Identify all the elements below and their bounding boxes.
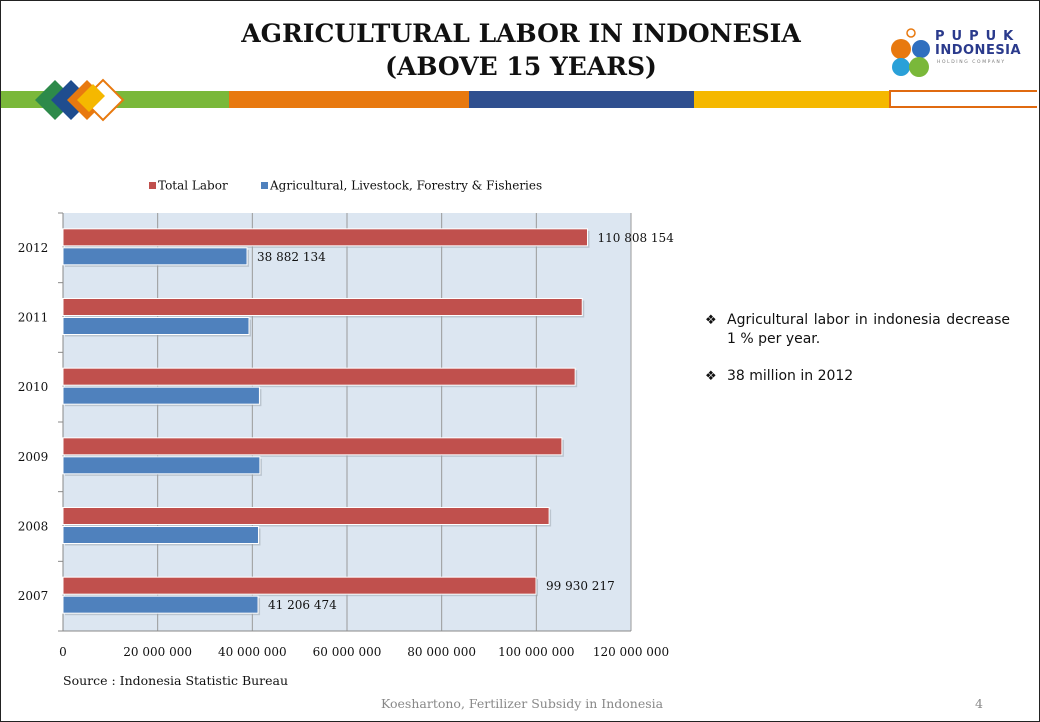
diamond-ornament-icon [35, 78, 125, 122]
data-label: 110 808 154 [597, 231, 674, 245]
title-line-1: AGRICULTURAL LABOR IN INDONESIA [241, 19, 801, 48]
labor-bar-chart: 0 20 000 000 40 000 000 60 000 000 80 000 00… [18, 179, 674, 660]
bar-total-labor-2010 [62, 367, 576, 386]
data-label: 41 206 474 [268, 598, 337, 612]
source-note: Source : Indonesia Statistic Bureau [63, 673, 289, 688]
logo-brand-line-2: INDONESIA [935, 43, 1022, 58]
legend-swatch [261, 182, 268, 189]
bullet-text-1: Agricultural labor in indonesia decrease… [727, 312, 1010, 347]
bullet-text-2: 38 million in 2012 [727, 368, 854, 384]
legend-label: Agricultural, Livestock, Forestry & Fish… [269, 179, 542, 193]
logo-brand-line-3: HOLDING COMPANY [937, 60, 1006, 65]
bar-agricultural-2008 [62, 526, 259, 544]
legend-label: Total Labor [158, 179, 228, 193]
x-tick-label: 100 000 000 [498, 645, 574, 659]
category-label: 2008 [18, 520, 49, 534]
header-outline-box [889, 90, 1037, 108]
title-line-2: (ABOVE 15 YEARS) [385, 52, 657, 81]
x-tick-label: 20 000 000 [123, 645, 192, 659]
data-label: 99 930 217 [546, 579, 615, 593]
bullet-list: ❖ Agricultural labor in indonesia decrea… [705, 311, 1010, 404]
x-tick-label: 80 000 000 [407, 645, 476, 659]
x-tick-label: 120 000 000 [593, 645, 669, 659]
bar-agricultural-2012 [62, 247, 248, 266]
bullet-marker-icon: ❖ [705, 313, 717, 328]
category-label: 2007 [18, 589, 49, 603]
category-label: 2011 [18, 311, 49, 325]
bar-agricultural-2011 [62, 317, 250, 335]
slide-title: AGRICULTURAL LABOR IN INDONESIA (ABOVE 1… [151, 17, 891, 83]
category-label: 2009 [18, 450, 49, 464]
logo-brand-line-1: PUPUK [935, 29, 1021, 44]
header-color-band [1, 91, 889, 108]
page-number: 4 [975, 696, 983, 711]
bar-total-labor-2007 [62, 576, 537, 595]
legend-swatch [149, 182, 156, 189]
bar-total-labor-2008 [62, 507, 550, 525]
company-logo: PUPUK INDONESIA HOLDING COMPANY [879, 23, 1029, 83]
slide-footer: Koeshartono, Fertilizer Subsidy in Indon… [381, 696, 664, 711]
category-label: 2012 [18, 241, 49, 255]
bar-agricultural-2010 [62, 386, 260, 405]
x-tick-label: 60 000 000 [313, 645, 382, 659]
band-segment-orange [229, 91, 469, 108]
bar-total-labor-2011 [62, 298, 583, 316]
bullet-marker-icon: ❖ [705, 369, 717, 384]
band-segment-blue [469, 91, 694, 108]
x-tick-label: 0 [59, 645, 67, 659]
bullet-item: ❖ 38 million in 2012 [705, 367, 1010, 386]
bar-total-labor-2012 [62, 228, 588, 247]
category-label: 2010 [18, 380, 49, 394]
bullet-item: ❖ Agricultural labor in indonesia decrea… [705, 311, 1010, 349]
x-tick-label: 40 000 000 [218, 645, 287, 659]
logo-circles-icon [891, 28, 930, 77]
bar-total-labor-2009 [62, 437, 563, 456]
bar-agricultural-2007 [62, 595, 259, 614]
data-label: 38 882 134 [257, 250, 326, 264]
band-segment-yellow [694, 91, 889, 108]
bar-agricultural-2009 [62, 456, 261, 475]
